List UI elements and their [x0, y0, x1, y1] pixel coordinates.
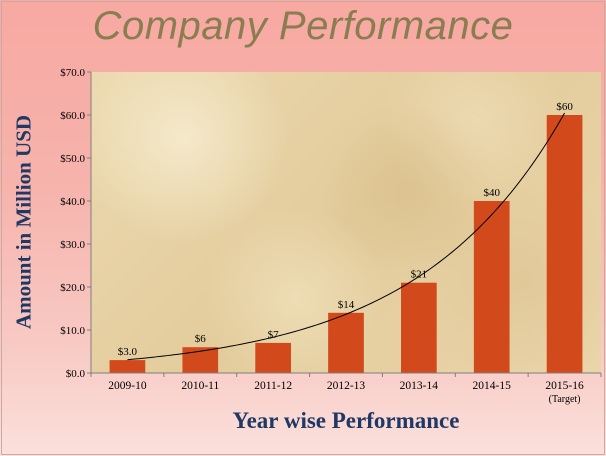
x-tick-label: 2009-10: [108, 380, 147, 392]
x-tick-label: 2013-14: [400, 380, 439, 392]
y-tick-label: $70.0: [60, 67, 85, 79]
data-label: $14: [338, 299, 355, 311]
y-tick-label: $60.0: [60, 110, 85, 122]
y-tick-label: $10.0: [60, 325, 85, 337]
x-tick-label: 2014-15: [473, 380, 512, 392]
data-label: $60: [556, 101, 573, 113]
data-label: $7: [268, 329, 280, 341]
x-tick-label: 2011-12: [254, 380, 292, 392]
x-tick-label: 2010-11: [181, 380, 219, 392]
y-tick-label: $20.0: [60, 282, 85, 294]
data-label: $3.0: [118, 346, 138, 358]
bar-2009-10: [109, 360, 146, 373]
axes-group: [87, 71, 602, 377]
data-label: $40: [483, 187, 500, 199]
y-tick-label: $50.0: [60, 153, 85, 165]
data-label: $6: [195, 333, 207, 345]
x-axis-label: Year wise Performance: [232, 408, 460, 433]
bar-2014-15: [473, 201, 510, 373]
bars-group: [109, 115, 583, 373]
chart-title: Company Performance: [92, 4, 514, 48]
y-tick-label: $30.0: [60, 239, 85, 251]
data-label: $21: [411, 269, 428, 281]
y-tick-label: $0.0: [66, 368, 86, 380]
bar-2012-13: [328, 312, 364, 373]
bar-2011-12: [255, 342, 291, 373]
x-tick-label: 2015-16: [545, 380, 584, 392]
x-tick-label: 2012-13: [327, 380, 366, 392]
bar-2013-14: [401, 282, 437, 373]
exponential-trendline: [127, 112, 566, 361]
x-tick-sublabel: (Target): [549, 394, 581, 405]
labels-group: $0.0 $10.0 $20.0 $30.0 $40.0 $50.0 $60.0 $70.0 2…: [60, 67, 584, 405]
y-tick-label: $40.0: [60, 196, 85, 208]
bar-2015-16: [546, 115, 583, 373]
